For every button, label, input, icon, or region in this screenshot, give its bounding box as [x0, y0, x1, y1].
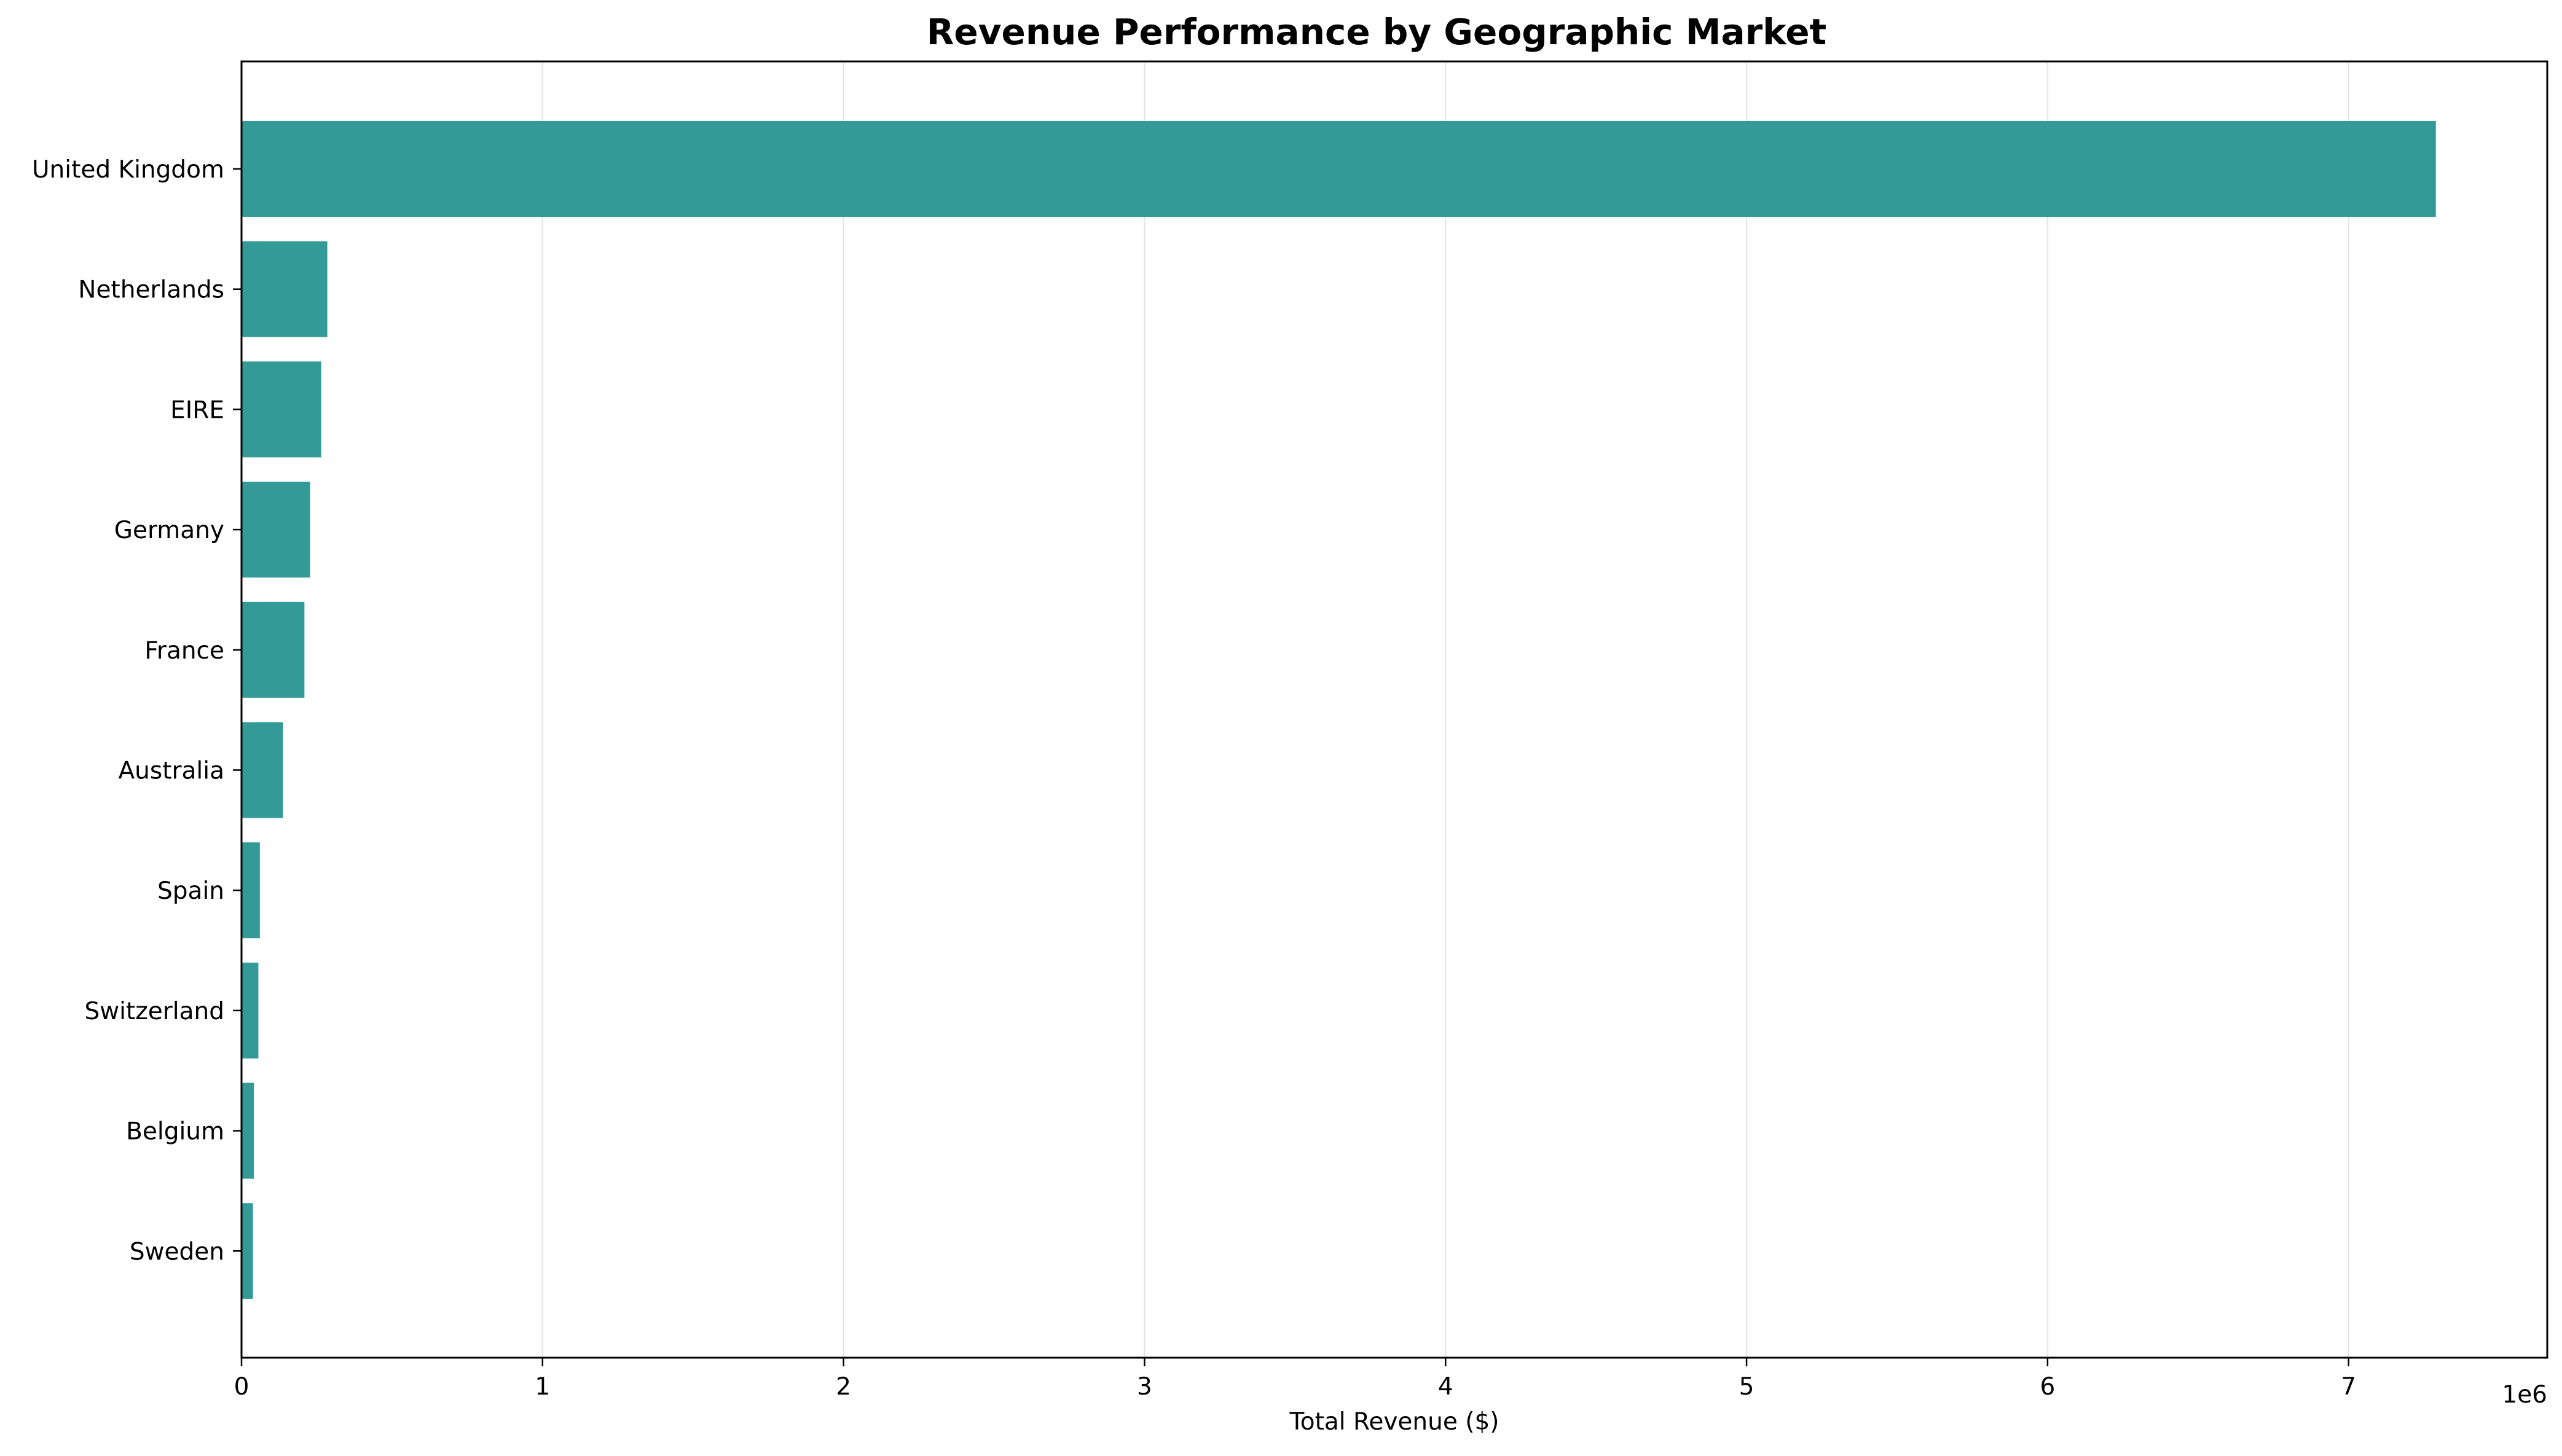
bar-australia: [242, 722, 283, 818]
y-tick-label: Switzerland: [85, 998, 225, 1025]
plot-frame: [240, 60, 2548, 1359]
x-tick-label: 4: [1438, 1373, 1453, 1401]
x-tick-label: 6: [2040, 1373, 2055, 1401]
x-tick-label: 5: [1739, 1373, 1754, 1401]
x-axis-label: Total Revenue ($): [1289, 1408, 1499, 1436]
chart-title: Revenue Performance by Geographic Market: [927, 11, 1827, 53]
y-tick-label: United Kingdom: [32, 156, 224, 184]
bar-sweden: [242, 1203, 253, 1299]
bar-eire: [242, 361, 321, 458]
x-tick-label: 0: [234, 1373, 250, 1401]
bar-spain: [242, 842, 260, 939]
x-tick-label: 7: [2341, 1373, 2356, 1401]
y-tick-label: Germany: [114, 517, 224, 544]
x-axis-ticks: 0 1 2 3 4 5 6 7: [234, 1358, 2356, 1401]
x-tick-label: 2: [836, 1373, 851, 1401]
y-tick-label: Netherlands: [78, 276, 224, 304]
y-tick-label: France: [144, 637, 224, 665]
bars: [242, 121, 2436, 1299]
x-tick-label: 1: [535, 1373, 550, 1401]
x-axis-scale-label: 1e6: [2502, 1381, 2547, 1409]
bar-switzerland: [242, 962, 259, 1059]
y-tick-label: Belgium: [126, 1118, 224, 1146]
x-tick-label: 3: [1137, 1373, 1152, 1401]
y-tick-label: EIRE: [170, 396, 224, 424]
y-tick-label: Sweden: [130, 1238, 224, 1266]
bar-germany: [242, 482, 310, 578]
bar-netherlands: [242, 241, 328, 337]
bar-united-kingdom: [242, 121, 2436, 217]
y-axis-ticks: United Kingdom Netherlands EIRE Germany Fran…: [32, 156, 242, 1266]
y-tick-label: Australia: [118, 757, 224, 785]
bar-france: [242, 601, 305, 698]
gridlines: [240, 61, 2349, 1358]
y-tick-label: Spain: [157, 877, 224, 905]
bar-belgium: [242, 1082, 254, 1179]
